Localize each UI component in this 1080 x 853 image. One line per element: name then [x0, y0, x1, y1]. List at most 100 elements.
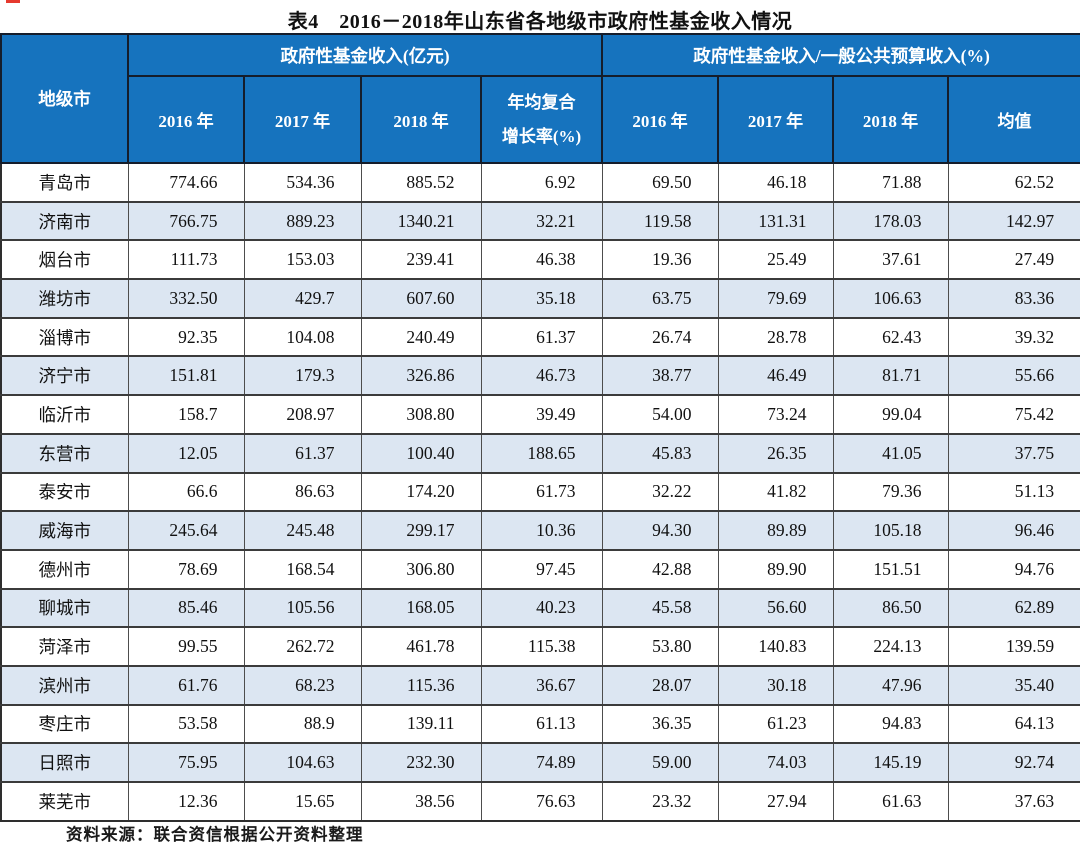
value-cell: 12.05 — [127, 432, 245, 473]
value-cell: 142.97 — [947, 200, 1080, 241]
value-cell: 61.63 — [832, 781, 949, 821]
value-cell: 42.88 — [601, 548, 719, 589]
value-cell: 208.97 — [243, 394, 362, 434]
value-cell: 326.86 — [360, 355, 482, 396]
value-cell: 27.49 — [947, 239, 1080, 280]
city-cell: 枣庄市 — [0, 703, 129, 744]
value-cell: 63.75 — [601, 278, 719, 318]
city-cell: 日照市 — [0, 742, 129, 782]
value-cell: 115.38 — [480, 626, 603, 666]
value-cell: 27.94 — [717, 781, 834, 821]
value-cell: 151.81 — [127, 355, 245, 396]
table-header: 地级市 政府性基金收入(亿元) 政府性基金收入/一般公共预算收入(%) 2016… — [0, 33, 1080, 164]
value-cell: 429.7 — [243, 278, 362, 318]
value-cell: 179.3 — [243, 355, 362, 396]
value-cell: 41.05 — [832, 432, 949, 473]
value-cell: 240.49 — [360, 316, 482, 357]
header-group-fund-ratio: 政府性基金收入/一般公共预算收入(%) — [601, 33, 1080, 77]
value-cell: 607.60 — [360, 278, 482, 318]
value-cell: 69.50 — [601, 162, 719, 202]
header-city: 地级市 — [0, 33, 129, 164]
table-row: 泰安市 66.6 86.63 174.20 61.73 32.22 41.82 79.36 51… — [0, 471, 1080, 512]
value-cell: 86.63 — [243, 471, 362, 512]
value-cell: 889.23 — [243, 200, 362, 241]
city-cell: 威海市 — [0, 510, 129, 550]
value-cell: 308.80 — [360, 394, 482, 434]
value-cell: 38.56 — [360, 781, 482, 821]
table-row: 烟台市 111.73 153.03 239.41 46.38 19.36 25.49 37.6… — [0, 239, 1080, 280]
value-cell: 46.49 — [717, 355, 834, 396]
value-cell: 61.23 — [717, 703, 834, 744]
value-cell: 75.95 — [127, 742, 245, 782]
table-row: 滨州市 61.76 68.23 115.36 36.67 28.07 30.18 47.96 3… — [0, 664, 1080, 705]
value-cell: 19.36 — [601, 239, 719, 280]
header-fund-2018: 2018 年 — [360, 75, 482, 164]
header-mean: 均值 — [947, 75, 1080, 164]
value-cell: 61.37 — [480, 316, 603, 357]
value-cell: 85.46 — [127, 587, 245, 628]
value-cell: 37.61 — [832, 239, 949, 280]
value-cell: 28.78 — [717, 316, 834, 357]
table-row: 青岛市 774.66 534.36 885.52 6.92 69.50 46.18 71.88… — [0, 162, 1080, 202]
value-cell: 35.40 — [947, 664, 1080, 705]
value-cell: 6.92 — [480, 162, 603, 202]
city-cell: 青岛市 — [0, 162, 129, 202]
value-cell: 94.83 — [832, 703, 949, 744]
header-group-fund-revenue: 政府性基金收入(亿元) — [126, 33, 604, 77]
value-cell: 53.80 — [601, 626, 719, 666]
value-cell: 158.7 — [127, 394, 245, 434]
value-cell: 88.9 — [243, 703, 362, 744]
value-cell: 131.31 — [717, 200, 834, 241]
value-cell: 62.52 — [947, 162, 1080, 202]
city-cell: 东营市 — [0, 432, 129, 473]
value-cell: 30.18 — [717, 664, 834, 705]
city-cell: 临沂市 — [0, 394, 129, 434]
value-cell: 35.18 — [480, 278, 603, 318]
value-cell: 36.35 — [601, 703, 719, 744]
table-row: 济宁市 151.81 179.3 326.86 46.73 38.77 46.49 81.71… — [0, 355, 1080, 396]
value-cell: 774.66 — [127, 162, 245, 202]
value-cell: 534.36 — [243, 162, 362, 202]
city-cell: 菏泽市 — [0, 626, 129, 666]
table-row: 东营市 12.05 61.37 100.40 188.65 45.83 26.35 41.05… — [0, 432, 1080, 473]
city-cell: 潍坊市 — [0, 278, 129, 318]
value-cell: 37.75 — [947, 432, 1080, 473]
value-cell: 766.75 — [127, 200, 245, 241]
value-cell: 245.48 — [243, 510, 362, 550]
city-cell: 泰安市 — [0, 471, 129, 512]
value-cell: 139.11 — [360, 703, 482, 744]
data-table: 地级市 政府性基金收入(亿元) 政府性基金收入/一般公共预算收入(%) 2016… — [0, 33, 1080, 822]
value-cell: 105.18 — [832, 510, 949, 550]
value-cell: 64.13 — [947, 703, 1080, 744]
value-cell: 89.90 — [717, 548, 834, 589]
value-cell: 97.45 — [480, 548, 603, 589]
value-cell: 239.41 — [360, 239, 482, 280]
table-title: 表4 2016－2018年山东省各地级市政府性基金收入情况 — [287, 11, 793, 33]
value-cell: 139.59 — [947, 626, 1080, 666]
table-row: 枣庄市 53.58 88.9 139.11 61.13 36.35 61.23 94.83 64… — [0, 703, 1080, 744]
value-cell: 188.65 — [480, 432, 603, 473]
value-cell: 38.77 — [601, 355, 719, 396]
value-cell: 39.49 — [480, 394, 603, 434]
value-cell: 94.76 — [947, 548, 1080, 589]
city-cell: 莱芜市 — [0, 781, 129, 821]
value-cell: 245.64 — [127, 510, 245, 550]
value-cell: 61.13 — [480, 703, 603, 744]
value-cell: 96.46 — [947, 510, 1080, 550]
header-ratio-2017: 2017 年 — [717, 75, 835, 164]
value-cell: 37.63 — [947, 781, 1080, 821]
value-cell: 115.36 — [360, 664, 482, 705]
value-cell: 32.21 — [480, 200, 603, 241]
value-cell: 51.13 — [947, 471, 1080, 512]
value-cell: 140.83 — [717, 626, 834, 666]
value-cell: 99.04 — [832, 394, 949, 434]
value-cell: 74.03 — [717, 742, 834, 782]
value-cell: 151.51 — [832, 548, 949, 589]
value-cell: 86.50 — [832, 587, 949, 628]
table-row: 菏泽市 99.55 262.72 461.78 115.38 53.80 140.83 224… — [0, 626, 1080, 666]
header-ratio-2016: 2016 年 — [601, 75, 720, 164]
value-cell: 262.72 — [243, 626, 362, 666]
header-sub-row: 2016 年 2017 年 2018 年 年均复合 增长率(%) 2016 年 … — [1, 75, 1080, 164]
value-cell: 59.00 — [601, 742, 719, 782]
value-cell: 78.69 — [127, 548, 245, 589]
